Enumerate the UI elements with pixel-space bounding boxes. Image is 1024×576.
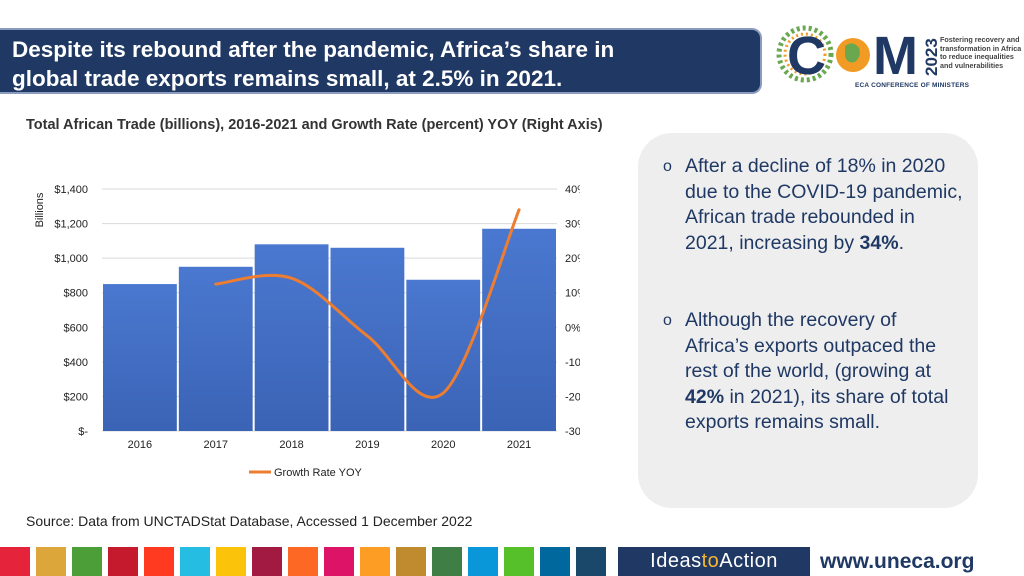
y2-tick-label: 10%	[565, 288, 580, 300]
logo-subtitle: ECA CONFERENCE OF MINISTERS	[855, 82, 970, 89]
y-tick-label: $1,400	[54, 184, 88, 196]
slide-title-line-1: Despite its rebound after the pandemic, …	[12, 37, 615, 62]
key-findings-panel	[638, 133, 978, 508]
footer: IdeastoAction www.uneca.org	[0, 547, 1024, 576]
sdg-block	[396, 547, 426, 576]
y2-tick-label: 0%	[565, 322, 580, 334]
logo-tagline: Fostering recovery and transformation in…	[940, 35, 1022, 70]
sdg-block	[252, 547, 282, 576]
sdg-block	[72, 547, 102, 576]
sdg-block	[36, 547, 66, 576]
finding-1: o After a decline of 18% in 2020 due to …	[663, 155, 963, 254]
y-axis-label: Billions	[34, 192, 46, 227]
y2-tick-label: -10%	[565, 357, 580, 369]
title-banner: Despite its rebound after the pandemic, …	[0, 28, 762, 94]
y-tick-label: $1,200	[54, 219, 88, 231]
y-tick-label: $200	[64, 391, 88, 403]
y2-tick-label: 30%	[565, 219, 580, 231]
sdg-block	[576, 547, 606, 576]
website-link[interactable]: www.uneca.org	[820, 550, 975, 573]
sdg-color-strip	[0, 547, 606, 576]
y-tick-label: $400	[64, 357, 88, 369]
sdg-block	[468, 547, 498, 576]
svg-text:C: C	[787, 26, 826, 86]
y2-tick-label: 20%	[565, 253, 580, 265]
growth-rate-line	[214, 208, 521, 399]
x-tick-label: 2018	[279, 439, 303, 451]
bullet-circle-icon: o	[663, 158, 672, 175]
bar-2018	[254, 244, 329, 431]
finding-2: o Although the recovery of Africa’s expo…	[663, 309, 949, 433]
y2-tick-label: 40%	[565, 184, 580, 196]
sdg-block	[432, 547, 462, 576]
sdg-block	[0, 547, 30, 576]
com2023-logo: C M 2023	[776, 25, 941, 86]
bar-2020	[406, 279, 481, 431]
bullet-circle-icon: o	[663, 312, 672, 329]
x-tick-label: 2020	[431, 439, 455, 451]
logo-dots-ring-icon	[776, 25, 834, 83]
legend-label: Growth Rate YOY	[274, 467, 362, 479]
finding-1-highlight: 34%	[859, 231, 899, 254]
sdg-block	[324, 547, 354, 576]
y-tick-label: $1,000	[54, 253, 88, 265]
sdg-block	[180, 547, 210, 576]
sdg-block	[144, 547, 174, 576]
logo-year: 2023	[922, 38, 941, 76]
sdg-block	[288, 547, 318, 576]
source-note: Source: Data from UNCTADStat Database, A…	[26, 513, 473, 529]
ideas-to-action-logo: IdeastoAction	[618, 547, 810, 576]
x-tick-label: 2016	[128, 439, 152, 451]
svg-text:M: M	[873, 26, 918, 86]
sdg-block	[216, 547, 246, 576]
bar-2021	[482, 228, 556, 431]
bar-2017	[178, 266, 253, 431]
trade-chart: $- $200 $400 $600 $800 $1,000 $1,200 $1,400 -30%…	[34, 184, 580, 479]
sdg-block	[108, 547, 138, 576]
y-tick-label: $800	[64, 288, 88, 300]
finding-2-highlight: 42%	[685, 385, 725, 408]
x-tick-label: 2021	[507, 439, 531, 451]
y-tick-label: $-	[78, 426, 88, 438]
chart-title: Total African Trade (billions), 2016-202…	[26, 117, 603, 133]
x-tick-label: 2017	[204, 439, 228, 451]
slide-title-line-2: global trade exports remains small, at 2…	[12, 66, 563, 91]
sdg-block	[360, 547, 390, 576]
y-tick-label: $600	[64, 322, 88, 334]
x-tick-label: 2019	[355, 439, 379, 451]
sdg-block	[504, 547, 534, 576]
bar-2016	[103, 284, 177, 431]
y2-tick-label: -30%	[565, 426, 580, 438]
sdg-block	[540, 547, 570, 576]
bar-2019	[330, 247, 405, 431]
y2-tick-label: -20%	[565, 391, 580, 403]
